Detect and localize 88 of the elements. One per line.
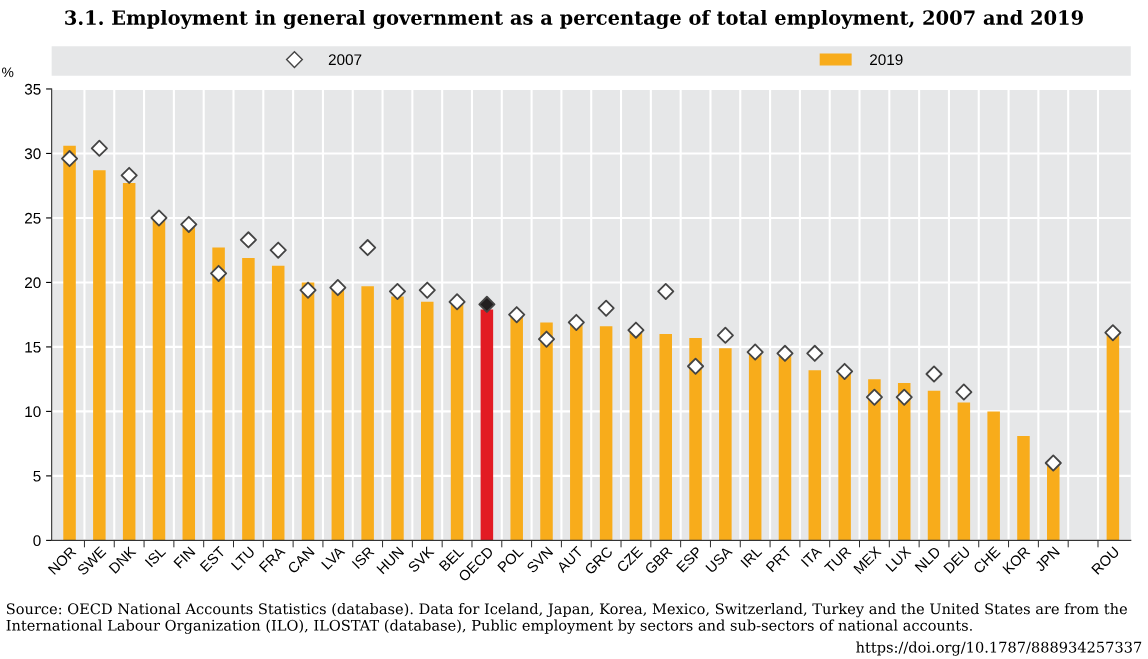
point <box>627 321 645 339</box>
point <box>537 330 556 348</box>
bar <box>868 379 881 541</box>
point <box>61 150 79 168</box>
x-tick-label: FIN <box>173 546 196 569</box>
bar <box>1017 435 1030 541</box>
y-tick-label: 0 <box>33 535 41 547</box>
x-tick-label: ISR <box>351 545 375 570</box>
point <box>776 344 794 362</box>
y-tick-label: 10 <box>25 406 41 418</box>
bar <box>391 296 404 541</box>
x-tick-label: TUR <box>824 546 852 574</box>
point <box>418 281 436 299</box>
bar <box>122 183 136 541</box>
x-tick-label: LVA <box>321 545 346 570</box>
point <box>180 215 198 233</box>
source-note: Source: OECD National Accounts Statistics (database). Data for Iceland, Japan, Korea, Mexico, Switzerland, Turkey and the United States are from the International Labour Organization (ILO), ILOSTAT (database), Public employment by sectors and sub-sectors of national accounts. <box>6 602 1127 634</box>
x-tick-label: LTU <box>230 546 256 571</box>
point <box>150 209 168 227</box>
point <box>716 326 734 344</box>
bar <box>510 315 523 541</box>
point <box>895 388 913 406</box>
bar <box>689 337 702 541</box>
bar <box>957 402 971 541</box>
bar <box>629 330 643 541</box>
bar <box>599 326 613 541</box>
bar <box>570 324 583 541</box>
legend-label: 2007 <box>328 54 362 66</box>
point <box>567 313 585 331</box>
bar <box>808 370 822 541</box>
point <box>806 344 824 362</box>
point <box>239 231 257 249</box>
y-tick-label: 5 <box>33 470 41 482</box>
bar <box>838 372 851 541</box>
point <box>746 343 764 361</box>
point <box>597 299 615 317</box>
bar <box>927 390 941 541</box>
x-tick-label: ITA <box>800 545 823 568</box>
bar <box>480 309 494 541</box>
x-tick-label: ISL <box>144 545 167 568</box>
y-tick-label: 30 <box>24 148 41 160</box>
bar <box>540 322 553 541</box>
point <box>448 293 466 311</box>
point <box>1104 324 1122 342</box>
point <box>299 281 317 299</box>
bar <box>778 355 792 541</box>
point <box>687 357 705 375</box>
bar <box>182 226 196 541</box>
y-tick-label: 20 <box>25 277 41 289</box>
y-tick-label: 35 <box>24 83 41 95</box>
bar <box>212 247 225 541</box>
point <box>329 279 347 297</box>
bar <box>748 352 762 541</box>
bar <box>719 348 732 541</box>
point <box>210 264 228 282</box>
y-axis-title: % <box>2 67 14 78</box>
point <box>269 241 287 259</box>
bar <box>271 265 285 541</box>
x-tick-label: IRL <box>740 545 763 568</box>
point <box>925 365 943 383</box>
point <box>508 306 526 324</box>
point <box>359 239 377 257</box>
bar <box>361 286 374 541</box>
bar <box>331 288 345 541</box>
point <box>388 282 406 300</box>
legend-label: 2019 <box>870 54 903 66</box>
chart-title: 3.1. Employment in general government as a percentage of total employment, 2007 and 2019 <box>65 9 1083 29</box>
bar <box>63 145 76 541</box>
point <box>478 295 496 313</box>
bar <box>987 411 1000 541</box>
point <box>955 383 973 401</box>
bar <box>301 282 315 541</box>
point <box>865 388 883 406</box>
bar <box>1047 464 1060 541</box>
x-tick-label: USA <box>705 545 733 574</box>
text: https://doi.org/10.1787/888934257337 <box>856 641 1142 656</box>
bar <box>93 170 106 541</box>
point <box>90 139 108 157</box>
y-tick-label: 25 <box>25 212 41 224</box>
bar <box>421 301 434 541</box>
y-tick-label: 15 <box>25 341 41 353</box>
point <box>120 166 138 184</box>
bar <box>659 334 672 541</box>
bar <box>242 257 255 541</box>
point <box>836 362 854 380</box>
point <box>657 282 675 300</box>
point <box>1044 454 1062 472</box>
x-tick-label: POL <box>497 545 524 573</box>
